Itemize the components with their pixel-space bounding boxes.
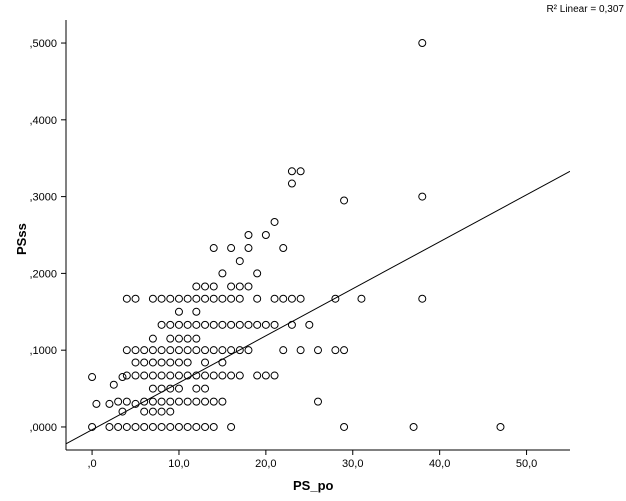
x-axis-label: PS_po	[293, 478, 333, 493]
svg-text:,1000: ,1000	[29, 345, 57, 357]
svg-text:,2000: ,2000	[29, 268, 57, 280]
svg-text:30,0: 30,0	[342, 458, 363, 470]
svg-text:40,0: 40,0	[429, 458, 450, 470]
svg-text:10,0: 10,0	[168, 458, 189, 470]
svg-text:,0000: ,0000	[29, 422, 57, 434]
svg-text:,4000: ,4000	[29, 115, 57, 127]
scatter-chart: ,0 10,0 20,0 30,0 40,0 50,0 ,0000 ,1000 ,2000 ,30…	[0, 0, 626, 501]
r-squared-annotation: R² Linear = 0,307	[546, 4, 624, 15]
svg-text:,5000: ,5000	[29, 38, 57, 50]
y-axis-label: PSss	[14, 223, 29, 255]
svg-text:,3000: ,3000	[29, 192, 57, 204]
svg-text:20,0: 20,0	[255, 458, 276, 470]
svg-text:,0: ,0	[87, 458, 96, 470]
svg-text:50,0: 50,0	[516, 458, 537, 470]
chart-svg: ,0 10,0 20,0 30,0 40,0 50,0 ,0000 ,1000 ,2000 ,30…	[0, 0, 626, 501]
